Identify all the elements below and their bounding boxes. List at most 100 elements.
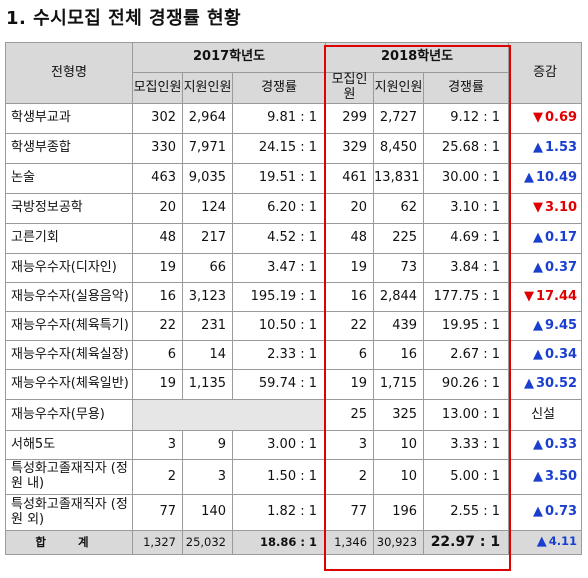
total-row: 합 계 1,327 25,032 18.86 : 1 1,346 30,923 22.97 … [5,530,583,555]
triangle-down-icon: ▼ [532,110,543,126]
apply-2017-cell: 124 [182,193,233,224]
table-row: 재능우수자(디자인) 19 66 3.47 : 1 19 73 3.84 : 1 ▲ 0.37 [5,253,583,283]
recruit-2017-cell: 463 [132,163,183,194]
apply-2018-cell: 439 [373,311,425,341]
change-value: 10.49 [535,170,578,186]
type-name-cell: 고른기회 [5,223,133,254]
apply-2018-cell: 8,450 [373,133,425,164]
ratio-2018-cell: 25.68 : 1 [423,133,510,164]
table-row: 고른기회 48 217 4.52 : 1 48 225 4.69 : 1 ▲ 0.17 [5,223,583,254]
table-row: 서해5도 3 9 3.00 : 1 3 10 3.33 : 1 ▲ 0.33 [5,430,583,460]
ratio-2018-cell: 30.00 : 1 [423,163,510,194]
ratio-2017-cell: 3.47 : 1 [231,253,327,283]
type-name-cell: 재능우수자(디자인) [5,253,133,283]
triangle-up-icon: ▲ [532,346,543,362]
change-value: 3.50 [544,468,578,484]
type-name-cell: 재능우수자(체육실장) [5,340,133,370]
apply-2018-cell: 2,844 [373,282,425,312]
change-value: 0.37 [544,259,578,275]
recruit-2017-cell: 20 [132,193,183,224]
change-cell: ▲ 3.50 [508,459,583,495]
type-name-cell: 특성화고졸재직자 (정원 내) [5,459,133,495]
ratio-2017-cell: 195.19 : 1 [231,282,327,312]
apply-2017-cell: 1,135 [182,369,233,400]
ratio-2017-cell: 19.51 : 1 [231,163,327,194]
apply-2018-cell: 16 [373,340,425,370]
header-type: 전형명 [5,42,133,104]
competition-table: 전형명 2017학년도 2018학년도 증감 모집인원 지원인원 경쟁률 모집인… [5,42,583,555]
header-change: 증감 [508,42,583,104]
change-value: 30.52 [535,376,578,392]
triangle-down-icon: ▼ [523,288,534,304]
empty-2017-cell [131,399,327,431]
triangle-up-icon: ▲ [532,468,543,484]
change-cell: ▲ 9.45 [508,311,583,341]
ratio-2017-cell: 4.52 : 1 [231,223,327,254]
total-ratio-2018-cell: 22.97 : 1 [423,530,510,555]
table-row: 재능우수자(체육실장) 6 14 2.33 : 1 6 16 2.67 : 1 ▲ 0.34 [5,340,583,370]
apply-2017-cell: 3 [182,459,233,495]
recruit-2018-cell: 299 [325,103,375,134]
table-row: 특성화고졸재직자 (정원 내) 2 3 1.50 : 1 2 10 5.00 : 1 ▲ 3.5… [5,459,583,495]
apply-2018-cell: 10 [373,430,425,460]
header-recruit-2017: 모집인원 [132,72,183,104]
change-cell: ▲ 0.37 [508,253,583,283]
table-row: 재능우수자(무용) 25 325 13.00 : 1 신설 [5,399,583,431]
page-title: 1. 수시모집 전체 경쟁률 현황 [6,8,242,29]
apply-2017-cell: 3,123 [182,282,233,312]
change-value: 4.11 [548,534,578,549]
recruit-2018-cell: 25 [325,399,375,431]
ratio-2017-cell: 6.20 : 1 [231,193,327,224]
triangle-down-icon: ▼ [532,200,543,216]
change-cell: ▼ 0.69 [508,103,583,134]
type-name-cell: 학생부종합 [5,133,133,164]
apply-2018-cell: 10 [373,459,425,495]
recruit-2018-cell: 3 [325,430,375,460]
recruit-2017-cell: 6 [132,340,183,370]
type-name-cell: 재능우수자(무용) [5,399,133,431]
ratio-2018-cell: 4.69 : 1 [423,223,510,254]
ratio-2018-cell: 2.55 : 1 [423,494,510,531]
change-cell: 신설 [508,399,583,431]
header-ratio-2018: 경쟁률 [423,72,510,104]
triangle-up-icon: ▲ [523,170,534,186]
type-name-cell: 재능우수자(실용음악) [5,282,133,312]
change-value: 9.45 [544,317,578,333]
apply-2017-cell: 14 [182,340,233,370]
recruit-2018-cell: 2 [325,459,375,495]
table-row: 재능우수자(실용음악) 16 3,123 195.19 : 1 16 2,844 177.7… [5,282,583,312]
triangle-up-icon: ▲ [532,140,543,156]
triangle-up-icon: ▲ [536,534,547,550]
apply-2018-cell: 1,715 [373,369,425,400]
apply-2017-cell: 9 [182,430,233,460]
recruit-2017-cell: 48 [132,223,183,254]
triangle-up-icon: ▲ [532,317,543,333]
recruit-2018-cell: 20 [325,193,375,224]
change-cell: ▲ 30.52 [508,369,583,400]
apply-2018-cell: 62 [373,193,425,224]
table-row: 학생부종합 330 7,971 24.15 : 1 329 8,450 25.68 : 1 ▲… [5,133,583,164]
recruit-2017-cell: 77 [132,494,183,531]
change-cell: ▼ 17.44 [508,282,583,312]
change-value: 0.33 [544,436,578,452]
recruit-2018-cell: 329 [325,133,375,164]
table-row: 특성화고졸재직자 (정원 외) 77 140 1.82 : 1 77 196 2.55 : … [5,494,583,531]
recruit-2017-cell: 2 [132,459,183,495]
change-cell: ▲ 0.33 [508,430,583,460]
apply-2017-cell: 66 [182,253,233,283]
apply-2017-cell: 217 [182,223,233,254]
change-cell: ▲ 0.73 [508,494,583,531]
recruit-2017-cell: 3 [132,430,183,460]
change-cell: ▲ 1.53 [508,133,583,164]
total-recruit-2018-cell: 1,346 [325,530,375,555]
ratio-2017-cell: 1.50 : 1 [231,459,327,495]
recruit-2018-cell: 77 [325,494,375,531]
total-apply-2017-cell: 25,032 [182,530,233,555]
change-cell: ▲ 0.34 [508,340,583,370]
triangle-up-icon: ▲ [532,259,543,275]
ratio-2017-cell: 1.82 : 1 [231,494,327,531]
triangle-up-icon: ▲ [523,376,534,392]
apply-2018-cell: 13,831 [373,163,425,194]
apply-2018-cell: 325 [373,399,425,431]
recruit-2018-cell: 19 [325,369,375,400]
